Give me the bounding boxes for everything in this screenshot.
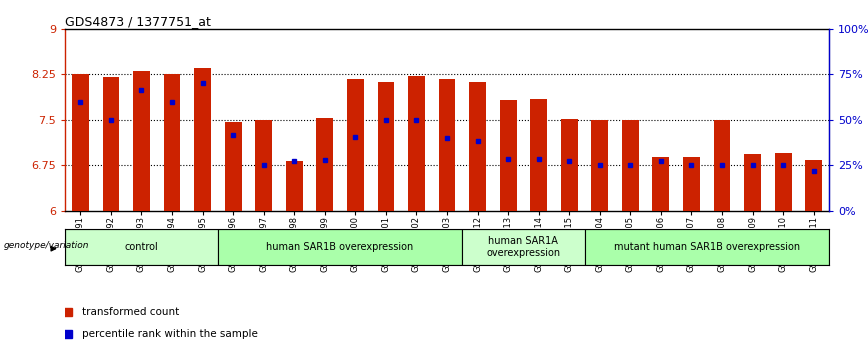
Bar [463,229,584,265]
Bar [286,161,303,211]
Bar [438,79,456,211]
Text: percentile rank within the sample: percentile rank within the sample [82,329,258,339]
Bar [194,68,211,211]
Bar [500,101,516,211]
Text: control: control [125,242,158,252]
Text: transformed count: transformed count [82,307,179,317]
Text: mutant human SAR1B overexpression: mutant human SAR1B overexpression [614,242,799,252]
Bar [806,160,822,211]
Bar [133,72,150,211]
Bar [713,120,730,211]
Bar [622,120,639,211]
Bar [164,74,181,211]
Bar [584,229,829,265]
Bar [317,118,333,211]
Bar [255,120,272,211]
Bar [470,82,486,211]
Bar [591,120,608,211]
Bar [653,157,669,211]
Bar [347,79,364,211]
Text: human SAR1B overexpression: human SAR1B overexpression [266,242,414,252]
Bar [72,74,89,211]
Bar [744,154,761,211]
Bar [102,77,119,211]
Bar [530,99,547,211]
Bar [218,229,463,265]
Text: genotype/variation: genotype/variation [3,241,89,249]
Bar [225,122,241,211]
Bar [775,153,792,211]
Bar [65,229,218,265]
Text: GDS4873 / 1377751_at: GDS4873 / 1377751_at [65,15,211,28]
Bar [561,119,577,211]
Text: human SAR1A
overexpression: human SAR1A overexpression [486,236,561,258]
Bar [683,157,700,211]
Bar [408,76,424,211]
Bar [378,82,394,211]
